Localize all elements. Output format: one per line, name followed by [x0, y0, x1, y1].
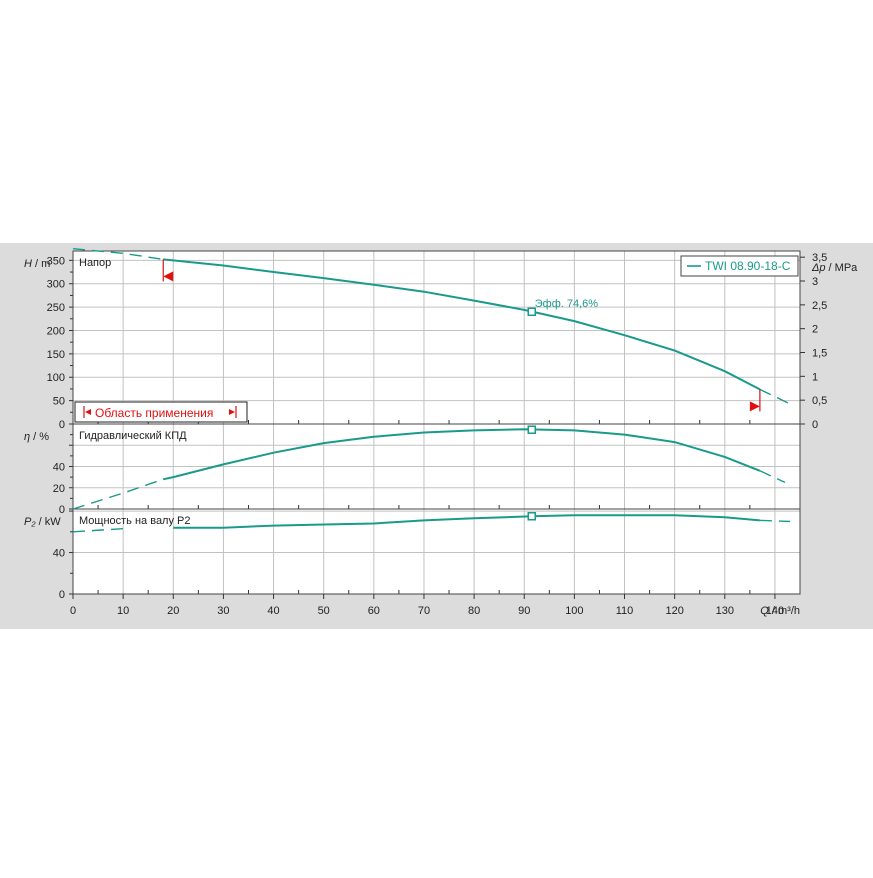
panel-power-ylabel-symbol: P₂: [24, 516, 36, 528]
panel-head-ytick-label-50: 50: [53, 396, 65, 408]
panel-power-ylabel-unit: / kW: [36, 516, 62, 528]
duty-point-label: Эфф. 74,6%: [535, 298, 599, 310]
panel-efficiency-ytick-label-20: 20: [53, 483, 65, 495]
legend-box: [680, 255, 799, 277]
right-axis-label-unit: / MPa: [826, 262, 859, 274]
x-tick-label-120: 120: [665, 605, 683, 617]
x-tick-label-40: 40: [267, 605, 279, 617]
operating-range-box: [74, 401, 248, 423]
right-axis-tick-label-3.5: 3,5: [812, 252, 827, 264]
right-axis-label: Δp / MPa: [811, 262, 858, 274]
panel-power-curve: [173, 514, 760, 529]
panel-head-ytick-label-150: 150: [47, 349, 65, 361]
legend-label: TWI 08.90-18-C: [705, 259, 791, 273]
right-axis-tick-label-2.5: 2,5: [812, 300, 827, 312]
panel-power-frame: [72, 508, 801, 595]
x-axis-label: Q / m³/h: [760, 605, 800, 617]
panel-efficiency-ylabel: η / %: [24, 431, 49, 443]
x-tick-label-100: 100: [565, 605, 583, 617]
panel-efficiency-ylabel-symbol: η: [24, 431, 30, 443]
panel-head-ylabel-unit: / m: [32, 258, 50, 270]
panel-head-area: [73, 251, 800, 424]
x-tick-label-70: 70: [418, 605, 430, 617]
range-min-marker-arrow: [163, 271, 174, 282]
panel-power-ylabel: P₂ / kW: [24, 516, 61, 528]
panel-head-duty-point: [527, 307, 537, 317]
x-axis-label-symbol: Q: [760, 605, 769, 617]
panel-power-curve-left-extension: [72, 528, 124, 533]
panel-head-title: Напор: [79, 257, 111, 269]
x-tick-label-130: 130: [716, 605, 734, 617]
panel-efficiency-ytick-label-40: 40: [53, 462, 65, 474]
panel-head-ylabel-symbol: H: [24, 258, 32, 270]
panel-power-duty-point: [527, 512, 537, 521]
right-axis-tick-label-2: 2: [812, 324, 818, 336]
panel-power-title: Мощность на валу P2: [79, 515, 191, 527]
panel-head-ytick-label-300: 300: [47, 279, 65, 291]
panel-power-ytick-label-0: 0: [59, 589, 65, 601]
x-tick-label-30: 30: [217, 605, 229, 617]
panel-efficiency-duty-point: [527, 425, 537, 434]
right-axis-label-symbol: Δp: [811, 262, 826, 274]
x-tick-label-140: 140: [766, 605, 784, 617]
right-axis-tick-label-1: 1: [812, 371, 818, 383]
operating-range-label: Область применения: [95, 406, 213, 420]
range-max-marker-arrow: [749, 401, 760, 412]
right-axis-tick-label-0: 0: [812, 419, 818, 431]
panel-efficiency-curve-left-extension: [72, 478, 164, 510]
x-tick-label-90: 90: [518, 605, 530, 617]
panel-head-ytick-label-100: 100: [47, 372, 65, 384]
x-tick-label-10: 10: [117, 605, 129, 617]
x-tick-label-60: 60: [368, 605, 380, 617]
right-axis-tick-label-1.5: 1,5: [812, 348, 827, 360]
x-tick-label-20: 20: [167, 605, 179, 617]
x-tick-label-110: 110: [616, 605, 634, 617]
panel-head-ylabel: H / m: [24, 258, 50, 270]
x-tick-label-50: 50: [318, 605, 330, 617]
x-tick-label-80: 80: [468, 605, 480, 617]
operating-range-box-left-arrow: [85, 409, 91, 415]
panel-efficiency-curve: [162, 428, 761, 481]
x-tick-label-0: 0: [70, 605, 76, 617]
panel-head-ytick-label-200: 200: [47, 325, 65, 337]
panel-head-curve-right-extension: [759, 388, 791, 405]
panel-head-curve: [163, 258, 761, 391]
panel-head-ytick-label-0: 0: [59, 419, 65, 431]
panel-head-curve-left-extension: [72, 248, 164, 261]
right-axis-tick-label-3: 3: [812, 276, 818, 288]
panel-efficiency-ylabel-unit: / %: [30, 431, 49, 443]
panel-efficiency-curve-right-extension: [759, 470, 786, 484]
panel-power-ytick-label-40: 40: [53, 548, 65, 560]
chart-curves-layer: [72, 248, 791, 533]
chart-grid-layer: [69, 250, 805, 599]
panel-efficiency-title: Гидравлический КПД: [79, 430, 187, 442]
x-axis-label-unit: / m³/h: [769, 605, 800, 617]
operating-range-box-right-arrow: [229, 409, 235, 415]
panel-power-curve-right-extension: [759, 519, 791, 523]
panel-head-ytick-label-250: 250: [47, 302, 65, 314]
right-axis-tick-label-0.5: 0,5: [812, 395, 827, 407]
panel-power-area: [73, 509, 800, 594]
panel-head-ytick-label-350: 350: [47, 255, 65, 267]
panel-efficiency-ytick-label-0: 0: [59, 504, 65, 516]
